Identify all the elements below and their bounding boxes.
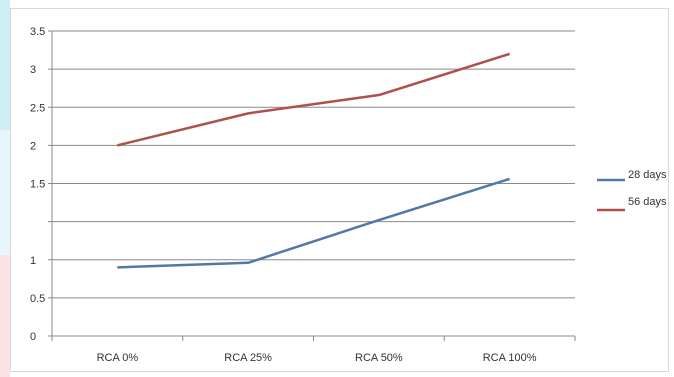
y-tick-label: 3.5 (30, 26, 45, 38)
x-tick-label: RCA 0% (97, 352, 139, 364)
y-tick-label: 0.5 (30, 293, 45, 305)
y-tick-label: 0 (30, 331, 36, 343)
y-tick-label: 3 (30, 64, 36, 76)
series-line-1 (117, 177, 511, 269)
y-tick-label: 1.5 (30, 179, 45, 191)
legend-label: 56 days (628, 196, 667, 208)
y-tick-label: 2.5 (30, 102, 45, 114)
y-tick-label: 1 (30, 255, 36, 267)
x-tick-label: RCA 25% (224, 352, 272, 364)
x-tick-label: RCA 100% (483, 352, 537, 364)
x-tick-label: RCA 50% (355, 352, 403, 364)
y-tick-label: 2 (30, 140, 36, 152)
background-band-bottom (0, 255, 10, 377)
series-line-2 (117, 52, 511, 147)
background-band-mid (0, 130, 10, 255)
background-band-top (0, 0, 10, 130)
legend-label: 28 days (628, 169, 667, 181)
